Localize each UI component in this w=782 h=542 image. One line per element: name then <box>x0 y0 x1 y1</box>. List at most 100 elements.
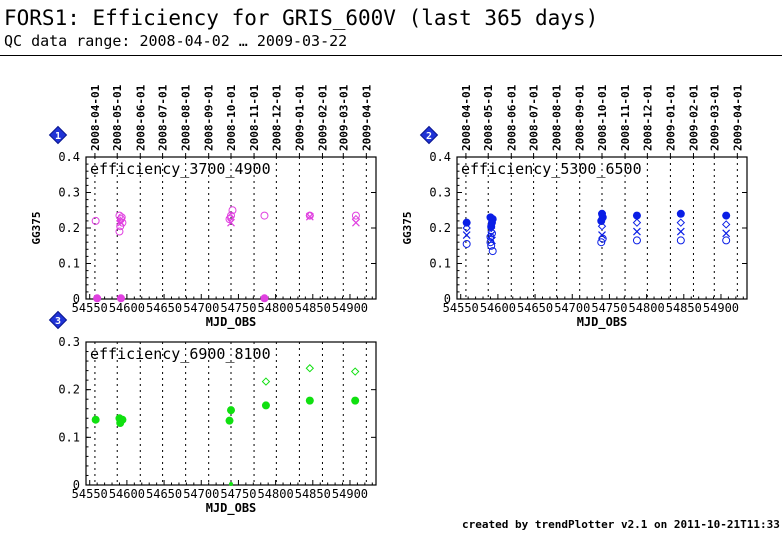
data-point-cross <box>305 212 314 221</box>
x-tick-label: 54650 <box>146 301 182 315</box>
badge-diamond <box>419 125 439 145</box>
y-tick-label: 0.2 <box>429 221 451 235</box>
data-point-dot <box>225 416 234 425</box>
data-point-circle <box>227 211 235 220</box>
x-tick-label: 54700 <box>183 487 219 501</box>
data-point-circle <box>115 227 124 236</box>
date-tick-label: 2008-04-01 <box>460 84 473 151</box>
data-point-dot <box>116 294 125 303</box>
data-point-dot <box>91 415 100 424</box>
date-tick-label: 2008-11-01 <box>619 84 632 151</box>
data-point-diamond <box>350 367 360 376</box>
data-point-circle <box>487 229 496 238</box>
date-tick-label: 2008-05-01 <box>111 84 124 151</box>
data-point-cross <box>722 229 731 238</box>
cross-stroke <box>722 229 731 238</box>
data-range-subtitle: QC data range: 2008-04-02 … 2009-03-22 <box>4 32 348 50</box>
data-point-circle <box>597 238 606 247</box>
header-divider <box>0 55 782 56</box>
data-point-circle <box>676 236 685 245</box>
data-point-diamond <box>305 364 315 373</box>
data-point-dot <box>597 216 606 225</box>
cross-stroke <box>117 218 125 227</box>
x-axis-label: MJD_OBS <box>206 315 257 330</box>
x-tick-label: 54750 <box>591 301 627 315</box>
cross-stroke <box>351 218 360 227</box>
x-tick-label: 54800 <box>629 301 665 315</box>
date-tick-label: 2008-09-01 <box>203 84 216 151</box>
y-tick-label: 0.3 <box>58 186 80 200</box>
date-tick-label: 2008-10-01 <box>225 84 238 151</box>
panel-number-badge: 3 <box>48 310 68 330</box>
date-tick-label: 2008-08-01 <box>180 84 193 151</box>
date-tick-label: 2009-02-01 <box>316 84 329 151</box>
y-tick-label: 0.4 <box>58 150 80 164</box>
panel-number-badge: 1 <box>48 125 68 145</box>
y-tick-label: 0.1 <box>58 430 80 444</box>
date-tick-label: 2008-06-01 <box>505 84 518 151</box>
x-tick-label: 54700 <box>183 301 219 315</box>
data-point-circle <box>115 211 124 220</box>
data-point-diamond <box>721 220 731 229</box>
x-tick-label: 54600 <box>109 487 145 501</box>
date-tick-label: 2009-04-01 <box>731 84 744 151</box>
y-tick-label: 0.2 <box>58 221 80 235</box>
cross-stroke <box>305 212 314 221</box>
data-point-dot <box>351 396 360 405</box>
x-tick-label: 54650 <box>517 301 553 315</box>
data-point-cross <box>462 231 471 240</box>
date-tick-label: 2009-01-01 <box>293 84 306 151</box>
data-point-dot <box>676 209 685 218</box>
date-tick-label: 2008-04-01 <box>89 84 102 151</box>
panel-title: efficiency_6900_8100 <box>90 345 271 363</box>
x-tick-label: 54900 <box>332 487 368 501</box>
data-point-circle <box>117 213 126 222</box>
data-point-circle <box>228 206 237 215</box>
x-tick-label: 54850 <box>295 301 331 315</box>
data-point-dot <box>260 294 269 303</box>
data-point-dot <box>229 482 233 487</box>
x-axis-label: MJD_OBS <box>577 315 628 330</box>
panel-title: efficiency_5300_6500 <box>461 160 642 178</box>
chart-panel-2: 2008-04-01 2008-05-01 2008-06-01 2008-07-01… <box>401 84 748 330</box>
y-tick-label: 0.1 <box>429 257 451 271</box>
data-point-diamond <box>597 222 607 231</box>
badge-diamond <box>48 310 68 330</box>
data-point-dot <box>116 419 125 428</box>
data-point-circle <box>487 241 496 250</box>
date-tick-label: 2008-09-01 <box>574 84 587 151</box>
data-point-diamond <box>676 218 686 227</box>
data-point-cross <box>117 218 125 227</box>
data-point-diamond <box>632 218 642 227</box>
data-point-cross <box>676 227 685 236</box>
x-axis-label: MJD_OBS <box>206 501 257 516</box>
cross-stroke <box>676 227 685 236</box>
data-point-diamond <box>462 223 471 233</box>
x-tick-label: 54700 <box>554 301 590 315</box>
date-tick-label: 2008-07-01 <box>528 84 541 151</box>
y-tick-label: 0.2 <box>58 383 80 397</box>
data-point-cross <box>633 227 641 236</box>
data-point-dot <box>462 218 471 227</box>
y-tick-label: 0 <box>73 292 80 306</box>
x-tick-label: 54550 <box>72 487 108 501</box>
x-tick-label: 54550 <box>443 301 479 315</box>
footer-credit: created by trendPlotter v2.1 on 2011-10-… <box>462 518 782 531</box>
data-point-cross <box>351 218 360 227</box>
data-point-circle <box>486 232 495 241</box>
data-point-dot <box>93 294 102 303</box>
data-point-circle <box>91 216 100 225</box>
date-tick-label: 2008-07-01 <box>157 84 170 151</box>
y-tick-label: 0.3 <box>429 186 451 200</box>
data-point-circle <box>598 234 607 243</box>
date-tick-label: 2008-10-01 <box>596 84 609 151</box>
date-tick-label: 2009-01-01 <box>664 84 677 151</box>
x-tick-label: 54800 <box>258 487 294 501</box>
x-tick-label: 54600 <box>480 301 516 315</box>
data-point-circle <box>225 215 234 224</box>
x-tick-label: 54650 <box>146 487 182 501</box>
y-tick-label: 0.3 <box>58 335 80 349</box>
x-tick-label: 54550 <box>72 301 108 315</box>
data-point-diamond <box>226 213 235 222</box>
